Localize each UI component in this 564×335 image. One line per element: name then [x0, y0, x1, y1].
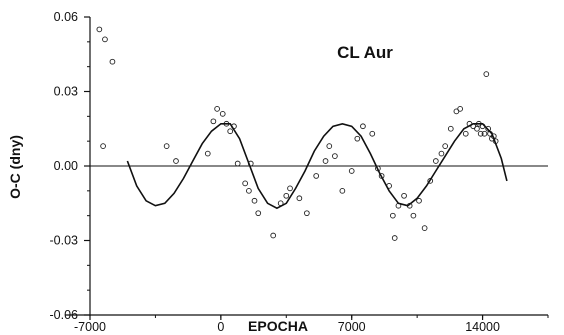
data-point [204, 150, 211, 157]
data-point [442, 143, 449, 149]
data-point [339, 187, 346, 194]
x-axis-title: EPOCHA [248, 318, 308, 334]
data-point [163, 143, 170, 149]
data-point [322, 158, 329, 164]
data-point [287, 185, 293, 192]
data-point [227, 128, 234, 135]
data-point [421, 225, 428, 231]
data-point [251, 197, 258, 204]
y-ticks: -0.06 -0.03 0.00 0.03 0.06 [50, 10, 90, 322]
data-point [246, 187, 252, 194]
data-point [369, 130, 376, 137]
x-tick-label: -7000 [74, 320, 106, 334]
y-tick-label: 0.00 [54, 159, 78, 173]
data-point [391, 235, 398, 241]
data-point [332, 153, 338, 159]
data-point [100, 143, 106, 149]
data-point [210, 118, 217, 125]
data-point [477, 130, 484, 137]
data-point [438, 150, 445, 157]
data-point [401, 192, 407, 199]
data-point [326, 143, 333, 149]
data-point [242, 180, 249, 187]
data-point [483, 71, 490, 77]
data-point [348, 168, 355, 174]
y-tick-label: -0.06 [50, 308, 79, 322]
data-point [447, 125, 454, 132]
data-point [283, 192, 290, 199]
x-tick-label: 0 [217, 320, 224, 334]
x-ticks: -7000 0 7000 14000 [74, 315, 549, 334]
data-point [96, 26, 103, 33]
points-layer [96, 26, 499, 241]
x-tick-label: 14000 [465, 320, 500, 334]
chart-title: CL Aur [337, 43, 393, 62]
fit-curve [126, 122, 508, 210]
data-point [410, 212, 417, 219]
data-point [485, 125, 492, 132]
data-point [360, 123, 366, 130]
data-point [457, 106, 463, 112]
data-point [313, 173, 320, 179]
data-point [234, 160, 241, 167]
data-point [173, 158, 179, 164]
y-axis-title: O-C (dny) [7, 135, 23, 199]
y-tick-label: -0.03 [50, 234, 79, 248]
x-tick-label: 7000 [338, 320, 366, 334]
y-tick-label: 0.06 [54, 10, 78, 24]
data-point [255, 210, 262, 217]
data-point [389, 212, 396, 219]
y-tick-label: 0.03 [54, 85, 78, 99]
data-point [270, 232, 277, 239]
data-point [481, 130, 488, 137]
data-point [432, 158, 439, 164]
data-point [296, 195, 303, 202]
data-point [474, 125, 480, 132]
data-point [219, 110, 226, 117]
data-point [303, 210, 310, 217]
data-point [462, 130, 469, 137]
data-point [214, 106, 220, 112]
data-point [102, 36, 108, 43]
data-point [109, 58, 116, 65]
data-point [354, 135, 361, 142]
data-point [416, 197, 422, 204]
